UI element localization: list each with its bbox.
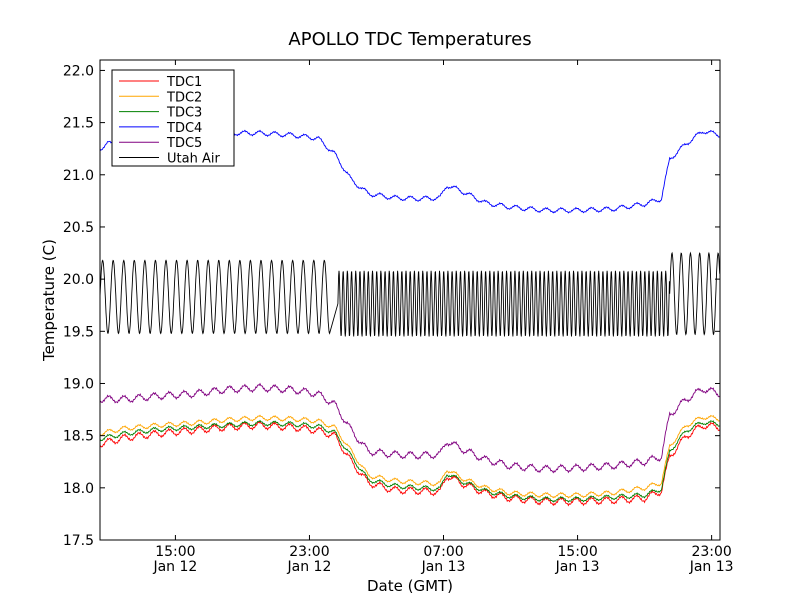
x-tick-label-date: Jan 12 — [152, 559, 197, 575]
legend-label: TDC5 — [166, 136, 202, 151]
series-line-utah-air — [100, 251, 720, 337]
x-tick-label-time: 15:00 — [155, 544, 195, 560]
y-tick-label: 18.0 — [63, 481, 94, 497]
y-tick-label: 19.5 — [63, 324, 94, 340]
legend-label: TDC2 — [166, 90, 202, 105]
y-tick-label: 20.0 — [63, 272, 94, 288]
series-line-tdc1 — [100, 420, 720, 507]
x-tick-label-time: 15:00 — [557, 544, 597, 560]
plot-frame — [99, 59, 721, 541]
legend-label: Utah Air — [167, 152, 220, 167]
legend-frame — [111, 69, 235, 167]
x-axis-label: Date (GMT) — [367, 577, 453, 595]
y-axis-label: Temperature (C) — [40, 239, 58, 362]
x-tick-label-time: 07:00 — [423, 544, 463, 560]
legend-label: TDC1 — [166, 75, 202, 90]
x-tick-label-date: Jan 13 — [555, 559, 600, 575]
y-tick-label: 21.0 — [63, 168, 94, 184]
y-tick-label: 21.5 — [63, 116, 94, 132]
x-tick-label-date: Jan 12 — [287, 559, 332, 575]
series-line-tdc2 — [100, 414, 720, 499]
chart-title: APOLLO TDC Temperatures — [288, 29, 531, 50]
series-line-tdc3 — [100, 419, 720, 503]
y-tick-label: 20.5 — [63, 220, 94, 236]
y-axis: 17.5 18.0 18.5 19.0 19.5 20.0 20.5 21.0 21.5 22.0 — [63, 63, 720, 549]
legend-label: TDC3 — [166, 106, 202, 121]
x-tick-label-time: 23:00 — [691, 544, 731, 560]
y-tick-label: 19.0 — [63, 376, 94, 392]
y-tick-label: 22.0 — [63, 63, 94, 79]
y-tick-label: 18.5 — [63, 429, 94, 445]
y-tick-label: 17.5 — [63, 533, 94, 549]
x-tick-label-time: 23:00 — [289, 544, 329, 560]
legend-label: TDC4 — [166, 121, 202, 136]
x-tick-label-date: Jan 13 — [421, 559, 466, 575]
x-tick-label-date: Jan 13 — [689, 559, 734, 575]
series-line-tdc5 — [100, 382, 720, 474]
